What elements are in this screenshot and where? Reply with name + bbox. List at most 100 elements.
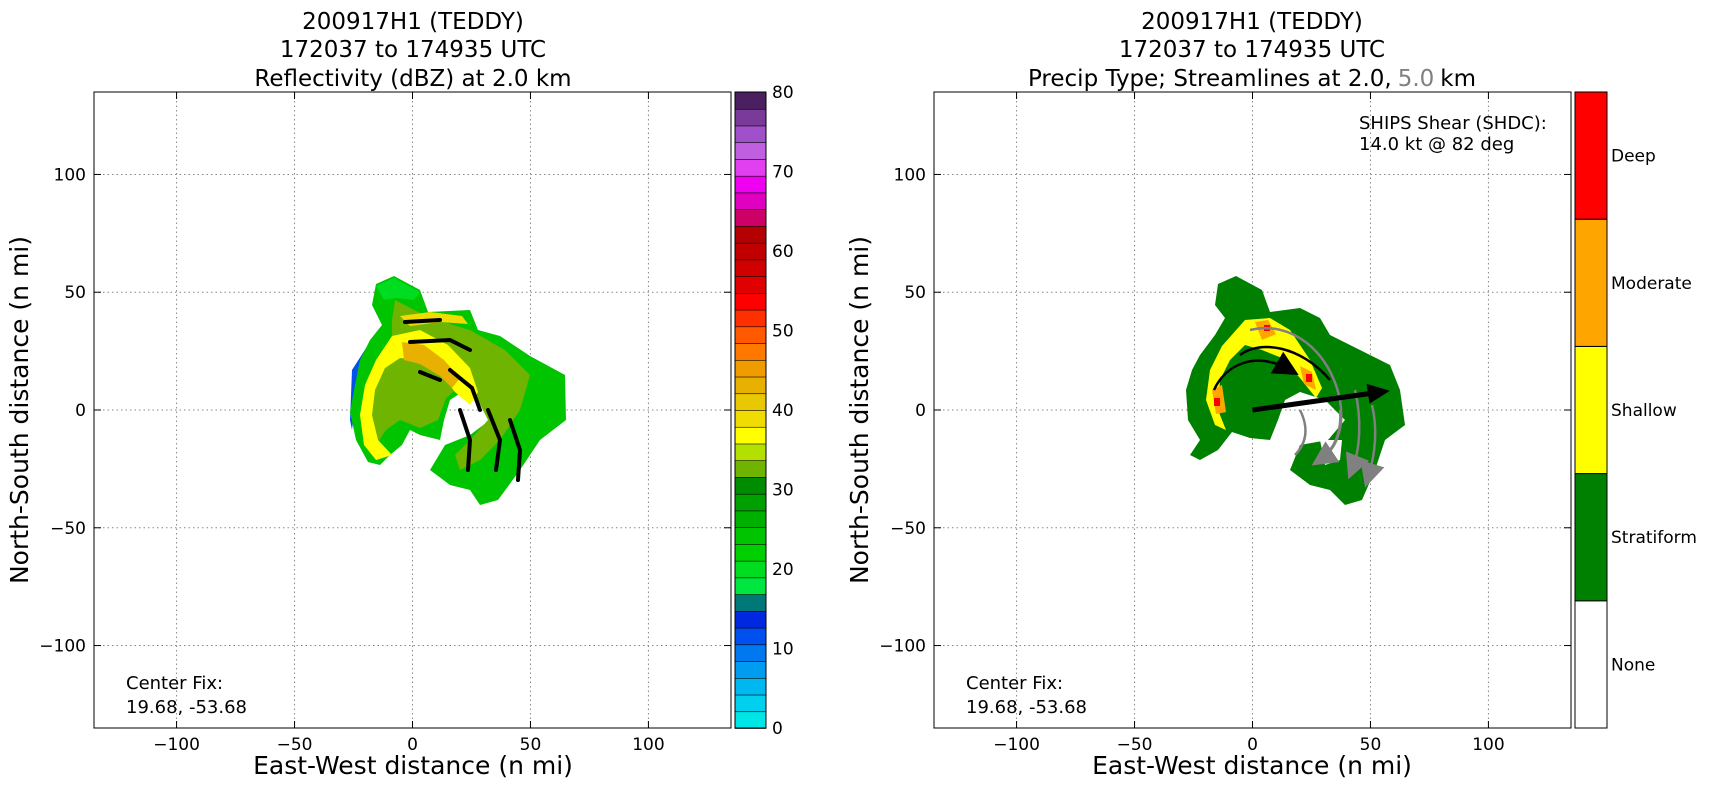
reflectivity-colorbar-bin [734, 610, 767, 629]
right-center-fix-value: 19.68, -53.68 [966, 697, 1087, 718]
left-x-tick-label: 50 [520, 735, 542, 755]
reflectivity-colorbar-bin [734, 175, 767, 194]
precip-type-colorbar: None Stratiform Shallow Moderate Deep [1574, 91, 1697, 729]
left-y-tick-label: 50 [64, 283, 86, 303]
reflectivity-colorbar-bin [734, 510, 767, 528]
reflectivity-colorbar-tick-label: 40 [772, 401, 794, 421]
reflectivity-colorbar-tick-label: 20 [772, 560, 794, 580]
reflectivity-colorbar-bin [734, 543, 767, 562]
left-center-fix-label: Center Fix: [126, 673, 223, 694]
left-x-tick-label: 0 [407, 735, 418, 755]
precip-type-colorbar-bin [1574, 218, 1608, 347]
reflectivity-colorbar-bin [734, 426, 767, 445]
precip-deep-cell-b [1214, 398, 1220, 406]
reflectivity-colorbar-bin [734, 459, 767, 478]
reflectivity-colorbar-bin [734, 443, 767, 462]
reflectivity-colorbar-bin [734, 710, 767, 729]
streamline-5km-d [1294, 409, 1307, 456]
right-x-tick-label: 100 [1472, 735, 1504, 755]
precip-type-label-deep: Deep [1611, 147, 1656, 167]
streamlines [1212, 326, 1385, 488]
shear-vector-arrow [1252, 383, 1390, 413]
right-y-tick-label: 0 [915, 401, 926, 421]
streamline-2km-a [1212, 351, 1299, 391]
reflectivity-colorbar-bin [734, 141, 767, 160]
wind-barb-inner [418, 370, 442, 382]
shear-value: 14.0 kt @ 82 deg [1359, 134, 1514, 155]
right-x-tick-label: 0 [1247, 735, 1258, 755]
right-x-tick-label: −100 [993, 735, 1040, 755]
reflectivity-colorbar-bin [734, 526, 767, 545]
reflectivity-colorbar-tick-label: 60 [772, 242, 794, 262]
reflectivity-colorbar-bin [734, 577, 767, 595]
streamline-2km-b [1239, 345, 1331, 381]
precip-deep-cell-c [1306, 374, 1312, 382]
wind-barb-east-a [448, 368, 482, 412]
reflectivity-colorbar-bin [734, 644, 767, 662]
precip-type-label-shallow: Shallow [1611, 401, 1677, 421]
reflectivity-colorbar-bin [734, 108, 767, 127]
left-y-tick-label: −100 [39, 637, 86, 657]
left-center-fix-value: 19.68, -53.68 [126, 697, 247, 718]
shear-arrow-shaft [1252, 389, 1379, 413]
precip-type-colorbar-bin [1574, 600, 1608, 729]
precip-type-label-moderate: Moderate [1611, 274, 1692, 294]
reflectivity-colorbar-bin [734, 326, 767, 344]
right-title-level: 5.0 [1398, 66, 1435, 92]
reflectivity-colorbar-bin [734, 259, 767, 277]
reflectivity-colorbar-tick-label: 10 [772, 640, 794, 660]
right-y-tick-label: −50 [890, 519, 926, 539]
precip-type-label-stratiform: Stratiform [1611, 528, 1697, 548]
left-y-axis-label: North-South distance (n mi) [5, 236, 34, 584]
left-y-tick-label: 100 [54, 165, 86, 185]
right-y-axis-label: North-South distance (n mi) [845, 236, 874, 584]
right-title-line-3: Precip Type; Streamlines at 2.0, 5.0 km [1028, 66, 1476, 92]
right-title-unit: km [1440, 66, 1476, 92]
reflectivity-colorbar-bin [734, 560, 767, 579]
reflectivity-colorbar-bin [734, 677, 767, 696]
reflectivity-colorbar-bin [734, 225, 767, 244]
left-title-line-3: Reflectivity (dBZ) at 2.0 km [254, 66, 571, 92]
left-axis-ticks: −100 −50 0 50 100 −100 −50 0 50 100 [39, 92, 731, 755]
right-y-tick-label: −100 [879, 637, 926, 657]
reflectivity-colorbar-frame [734, 91, 767, 729]
reflectivity-colorbar-tick-label: 70 [772, 163, 794, 183]
streamline-5km-e [1327, 409, 1342, 453]
reflectivity-colorbar-tick-label: 50 [772, 322, 794, 342]
right-center-fix-label: Center Fix: [966, 673, 1063, 694]
reflectivity-colorbar-bin [734, 493, 767, 512]
reflectivity-colorbar-bin [734, 627, 767, 646]
reflectivity-colorbar-bin [734, 694, 767, 713]
reflectivity-colorbar: 0 10 20 30 40 50 60 70 80 [734, 83, 794, 739]
streamline-5km-b [1345, 389, 1370, 480]
reflectivity-colorbar-bin [734, 660, 767, 679]
shear-label: SHIPS Shear (SHDC): [1359, 113, 1547, 134]
left-y-tick-label: 0 [75, 401, 86, 421]
precip-type-panel: 200917H1 (TEDDY) 172037 to 174935 UTC Pr… [845, 9, 1697, 780]
reflectivity-colorbar-tick-label: 80 [772, 83, 794, 103]
precip-shallow-band [1206, 318, 1322, 430]
reflectivity-colorbar-bin [734, 242, 767, 261]
left-x-tick-label: −50 [277, 735, 313, 755]
reflectivity-panel: 200917H1 (TEDDY) 172037 to 174935 UTC Re… [5, 9, 794, 780]
reflectivity-colorbar-bin [734, 91, 767, 110]
reflectivity-colorbar-bin [734, 158, 767, 177]
wind-barb-north-a [403, 318, 442, 324]
wind-barb-east-c [486, 408, 503, 472]
right-title-prefix: Precip Type; Streamlines at 2.0, [1028, 66, 1392, 92]
right-title-line-1: 200917H1 (TEDDY) [1141, 9, 1363, 35]
precip-type-colorbar-bin [1574, 473, 1608, 602]
precip-type-colorbar-bin [1574, 91, 1608, 220]
right-y-tick-label: 100 [894, 165, 926, 185]
right-x-tick-label: −50 [1117, 735, 1153, 755]
reflectivity-colorbar-bin [734, 125, 767, 144]
wind-barbs [403, 318, 523, 482]
reflectivity-northwest-patch [376, 278, 420, 300]
reflectivity-colorbar-bin [734, 292, 767, 311]
left-title-line-2: 172037 to 174935 UTC [280, 37, 546, 63]
reflectivity-colorbar-bin [734, 309, 767, 328]
right-y-tick-label: 50 [904, 283, 926, 303]
reflectivity-colorbar-bin [734, 342, 767, 361]
reflectivity-colorbar-bin [734, 275, 767, 294]
